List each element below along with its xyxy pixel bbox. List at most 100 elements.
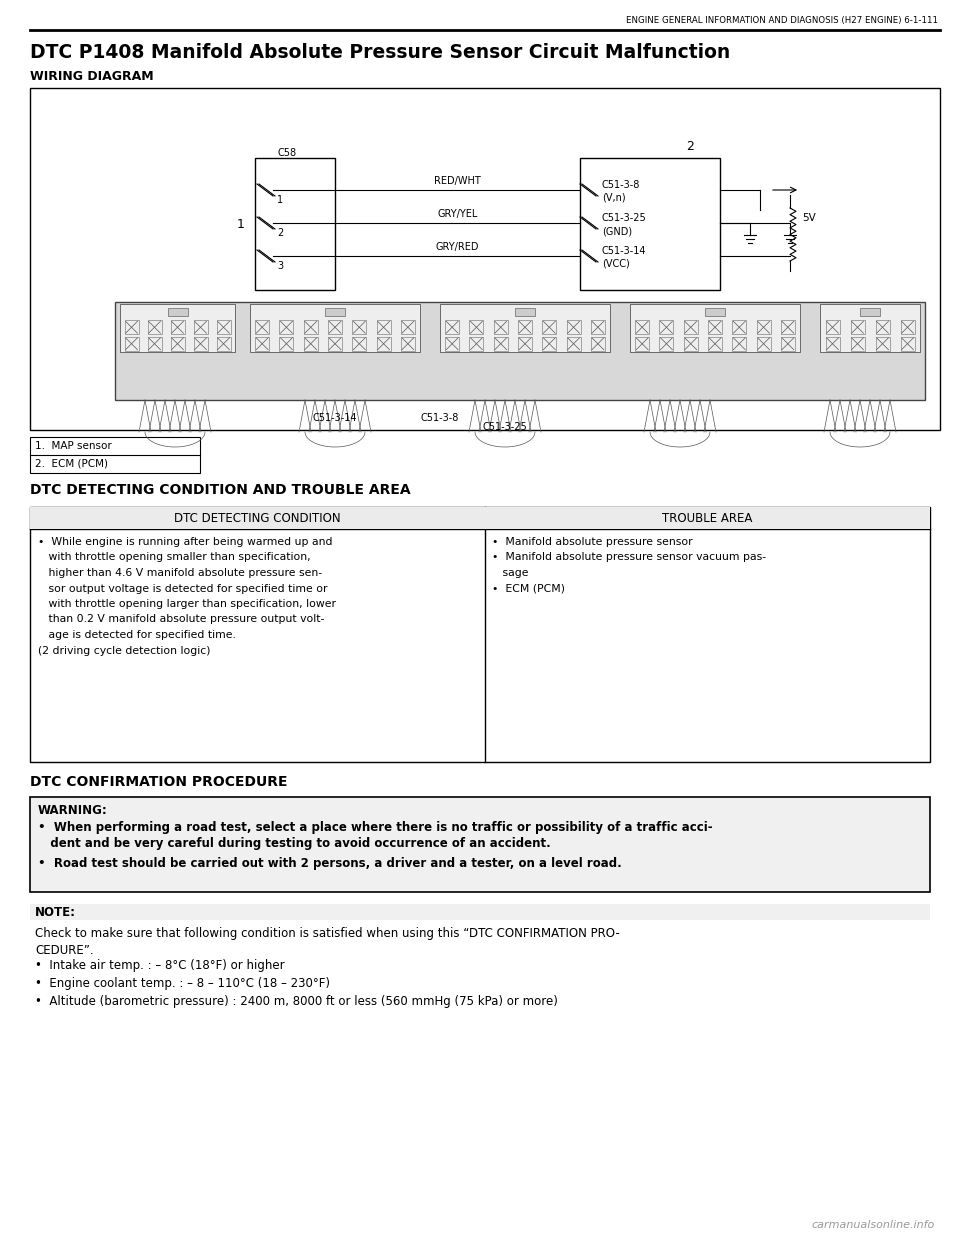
Bar [515,308,535,316]
Bar [469,320,484,335]
Bar [167,308,187,316]
Bar [660,337,673,351]
Text: 2.  ECM (PCM): 2. ECM (PCM) [35,459,108,469]
Bar [780,320,795,335]
Bar [303,337,318,351]
Bar [705,308,725,316]
Text: dent and be very careful during testing to avoid occurrence of an accident.: dent and be very careful during testing … [38,836,551,850]
Bar [279,337,294,351]
Text: C51-3-8: C51-3-8 [602,180,640,190]
Bar [732,320,746,335]
Bar [493,337,508,351]
Text: •  Altitude (barometric pressure) : 2400 m, 8000 ft or less (560 mmHg (75 kPa) o: • Altitude (barometric pressure) : 2400 … [35,995,558,1009]
Bar [900,320,915,335]
Bar [851,337,865,351]
Bar [518,337,532,351]
Bar [542,337,556,351]
Bar [493,320,508,335]
Bar [30,904,930,920]
Bar [590,320,605,335]
Bar [826,320,839,335]
Bar [900,337,915,351]
Text: C51-3-25: C51-3-25 [602,212,647,224]
Text: ENGINE GENERAL INFORMATION AND DIAGNOSIS (H27 ENGINE) 6-1-111: ENGINE GENERAL INFORMATION AND DIAGNOSIS… [626,16,938,25]
Bar [217,320,230,335]
Bar [125,337,138,351]
Bar [440,304,610,352]
Text: sor output voltage is detected for specified time or: sor output voltage is detected for speci… [38,583,327,594]
Bar [876,320,890,335]
Text: DTC P1408 Manifold Absolute Pressure Sensor Circuit Malfunction: DTC P1408 Manifold Absolute Pressure Sen… [30,43,731,63]
Text: •  Engine coolant temp. : – 8 – 110°C (18 – 230°F): • Engine coolant temp. : – 8 – 110°C (18… [35,977,330,990]
Bar [328,337,342,351]
Bar [518,320,532,335]
Text: TROUBLE AREA: TROUBLE AREA [662,511,753,525]
Bar [148,320,161,335]
Bar [352,337,367,351]
Bar [171,337,184,351]
Text: with throttle opening smaller than specification,: with throttle opening smaller than speci… [38,552,311,562]
Text: •  Intake air temp. : – 8°C (18°F) or higher: • Intake air temp. : – 8°C (18°F) or hig… [35,960,284,972]
Text: •  Manifold absolute pressure sensor vacuum pas-: • Manifold absolute pressure sensor vacu… [492,552,767,562]
Bar [860,308,880,316]
Bar [708,320,722,335]
Bar [851,320,865,335]
Text: sage: sage [492,568,529,578]
Bar [352,320,367,335]
Bar [756,320,771,335]
Bar [125,320,138,335]
Bar [708,337,722,351]
Bar [684,320,698,335]
Text: C51-3-14: C51-3-14 [313,412,357,424]
Text: (2 driving cycle detection logic): (2 driving cycle detection logic) [38,646,210,656]
Bar [328,320,342,335]
Text: 1: 1 [277,195,283,205]
Text: C58: C58 [277,148,296,158]
Bar [445,337,459,351]
Bar [148,337,161,351]
Bar [445,320,459,335]
Bar [171,320,184,335]
Bar [250,304,420,352]
Bar [580,158,720,290]
Bar [255,158,335,290]
Text: DTC DETECTING CONDITION: DTC DETECTING CONDITION [174,511,341,525]
Text: C51-3-25: C51-3-25 [483,422,527,432]
Text: 1.  MAP sensor: 1. MAP sensor [35,441,111,451]
Bar [120,304,235,352]
Bar [820,304,920,352]
Bar [826,337,839,351]
Bar [566,320,581,335]
Text: •  Road test should be carried out with 2 persons, a driver and a tester, on a l: • Road test should be carried out with 2… [38,857,622,869]
Bar [30,508,930,529]
Bar [732,337,746,351]
Bar [255,337,269,351]
Bar [325,308,345,316]
Bar [876,337,890,351]
Bar [194,337,207,351]
Text: DTC CONFIRMATION PROCEDURE: DTC CONFIRMATION PROCEDURE [30,776,287,789]
Text: C51-3-8: C51-3-8 [420,412,459,424]
Bar [255,320,269,335]
Bar [469,337,484,351]
Text: DTC DETECTING CONDITION AND TROUBLE AREA: DTC DETECTING CONDITION AND TROUBLE AREA [30,483,411,496]
Text: NOTE:: NOTE: [35,905,76,919]
Bar [279,320,294,335]
Text: 1: 1 [237,217,245,231]
Text: •  ECM (PCM): • ECM (PCM) [492,583,565,594]
Text: than 0.2 V manifold absolute pressure output volt-: than 0.2 V manifold absolute pressure ou… [38,615,324,625]
Bar [303,320,318,335]
Text: 2: 2 [277,228,283,238]
Text: higher than 4.6 V manifold absolute pressure sen-: higher than 4.6 V manifold absolute pres… [38,568,323,578]
Bar [684,337,698,351]
Bar [660,320,673,335]
Text: 5V: 5V [802,212,816,224]
Text: RED/WHT: RED/WHT [434,177,481,186]
Text: WIRING DIAGRAM: WIRING DIAGRAM [30,70,154,84]
Bar [30,508,930,762]
Bar [376,320,391,335]
Bar [780,337,795,351]
Text: •  While engine is running after being warmed up and: • While engine is running after being wa… [38,537,332,547]
Bar [115,303,925,400]
Text: with throttle opening larger than specification, lower: with throttle opening larger than specif… [38,599,336,609]
